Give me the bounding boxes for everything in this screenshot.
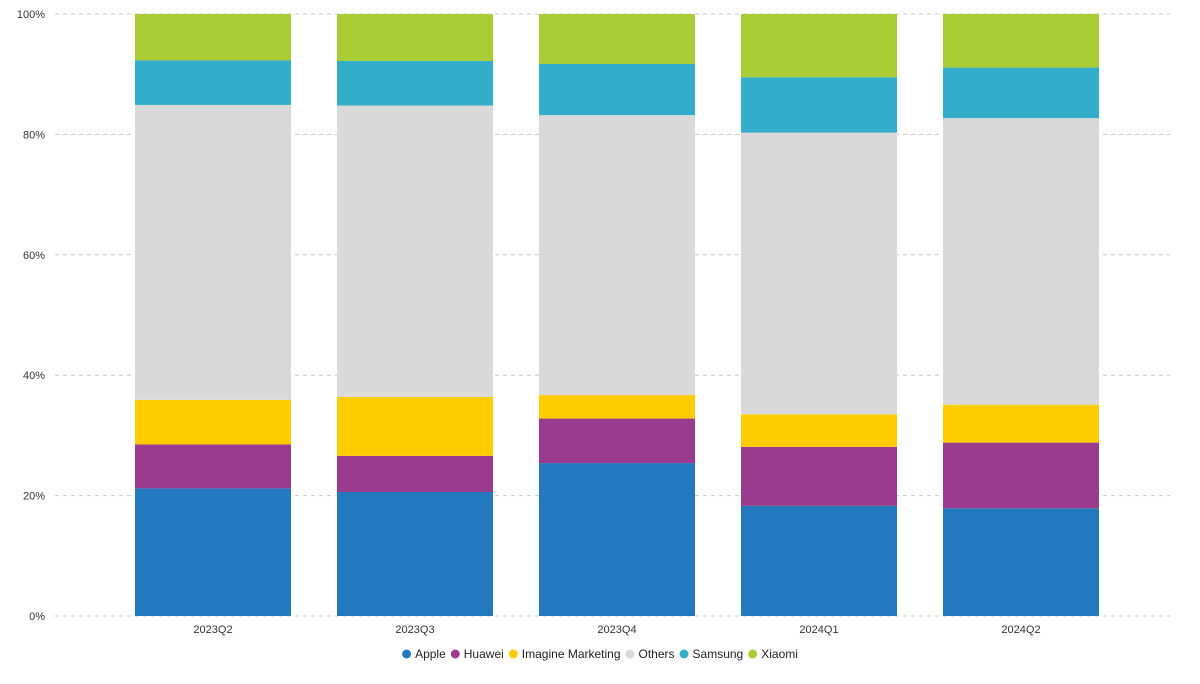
bar-stack-2024Q2 <box>943 14 1099 616</box>
y-tick-label: 0% <box>29 611 45 623</box>
legend-label: Xiaomi <box>761 647 798 661</box>
bar-segment-xiaomi[interactable] <box>539 14 695 64</box>
legend-dot-icon <box>679 649 689 659</box>
bar-segment-imagine-marketing[interactable] <box>539 395 695 419</box>
bar-segment-apple[interactable] <box>337 491 493 616</box>
bar-stack-2023Q3 <box>337 14 493 616</box>
bar-stack-2024Q1 <box>741 14 897 616</box>
legend-item-samsung[interactable]: Samsung <box>679 647 744 661</box>
bar-segment-xiaomi[interactable] <box>741 14 897 78</box>
bar-segment-huawei[interactable] <box>741 446 897 506</box>
legend-item-imagine-marketing[interactable]: Imagine Marketing <box>508 647 621 661</box>
bar-segment-huawei[interactable] <box>943 442 1099 509</box>
bar-segment-apple[interactable] <box>741 505 897 616</box>
y-tick-label: 40% <box>23 370 45 382</box>
bar-segment-huawei[interactable] <box>135 444 291 489</box>
legend-label: Others <box>639 647 675 661</box>
bar-segment-samsung[interactable] <box>539 63 695 116</box>
bar-stack-2023Q4 <box>539 14 695 616</box>
bar-segment-imagine-marketing[interactable] <box>135 399 291 445</box>
y-tick-label: 100% <box>17 9 45 21</box>
y-tick-label: 20% <box>23 491 45 503</box>
legend-dot-icon <box>508 649 518 659</box>
legend-dot-icon <box>450 649 460 659</box>
legend-dot-icon <box>748 649 758 659</box>
legend-item-apple[interactable]: Apple <box>402 647 446 661</box>
bar-segment-apple[interactable] <box>135 488 291 616</box>
bar-segment-samsung[interactable] <box>135 60 291 105</box>
legend-item-others[interactable]: Others <box>625 647 675 661</box>
legend-label: Huawei <box>464 647 504 661</box>
y-axis-tick-labels: 0% 20% 40% 60% 80% 100% <box>17 9 45 623</box>
bar-segment-xiaomi[interactable] <box>943 14 1099 68</box>
y-tick-label: 60% <box>23 250 45 262</box>
bar-stacks <box>135 14 1099 616</box>
legend-label: Samsung <box>693 647 744 661</box>
x-tick-label: 2023Q2 <box>193 624 232 636</box>
x-tick-label: 2023Q4 <box>597 624 636 636</box>
legend-dot-icon <box>625 649 635 659</box>
legend-dot-icon <box>402 649 412 659</box>
x-tick-label: 2023Q3 <box>395 624 434 636</box>
legend-item-xiaomi[interactable]: Xiaomi <box>748 647 798 661</box>
bar-segment-huawei[interactable] <box>539 418 695 464</box>
x-tick-label: 2024Q2 <box>1001 624 1040 636</box>
legend-label: Imagine Marketing <box>522 647 621 661</box>
legend: Apple Huawei Imagine Marketing Others Samsun… <box>402 647 798 661</box>
bar-segment-imagine-marketing[interactable] <box>741 414 897 447</box>
bar-segment-apple[interactable] <box>539 463 695 616</box>
bar-segment-others[interactable] <box>741 132 897 415</box>
bar-segment-samsung[interactable] <box>741 77 897 133</box>
bar-segment-others[interactable] <box>135 104 291 400</box>
bar-segment-samsung[interactable] <box>337 60 493 106</box>
bar-segment-others[interactable] <box>539 115 695 396</box>
x-tick-label: 2024Q1 <box>799 624 838 636</box>
bar-segment-imagine-marketing[interactable] <box>943 404 1099 443</box>
bar-segment-others[interactable] <box>337 105 493 397</box>
bar-segment-xiaomi[interactable] <box>135 14 291 61</box>
bar-segment-xiaomi[interactable] <box>337 14 493 61</box>
bar-segment-huawei[interactable] <box>337 455 493 492</box>
x-axis-tick-labels: 2023Q2 2023Q3 2023Q4 2024Q1 2024Q2 <box>193 624 1040 636</box>
legend-label: Apple <box>415 647 446 661</box>
bar-segment-others[interactable] <box>943 118 1099 405</box>
bar-segment-imagine-marketing[interactable] <box>337 396 493 456</box>
y-tick-label: 80% <box>23 129 45 141</box>
bar-segment-samsung[interactable] <box>943 67 1099 119</box>
legend-item-huawei[interactable]: Huawei <box>450 647 504 661</box>
bar-segment-apple[interactable] <box>943 508 1099 616</box>
bar-stack-2023Q2 <box>135 14 291 616</box>
